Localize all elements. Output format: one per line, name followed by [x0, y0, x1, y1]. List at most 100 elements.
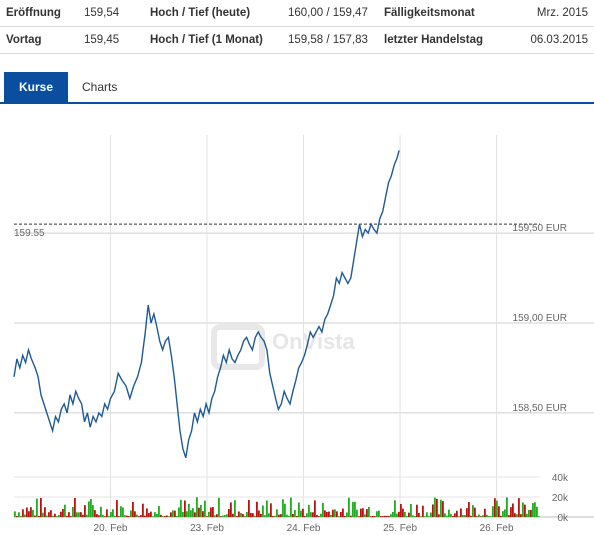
volume-bar	[196, 497, 198, 517]
volume-bar	[230, 502, 232, 517]
volume-bar	[430, 512, 432, 517]
volume-bar	[158, 505, 160, 517]
volume-bar	[82, 514, 84, 517]
volume-bar	[482, 515, 484, 517]
tab-kurse[interactable]: Kurse	[4, 72, 68, 102]
volume-bar	[440, 499, 442, 517]
volume-bar	[518, 498, 520, 517]
volume-bar	[240, 512, 242, 517]
volume-bar	[118, 516, 120, 517]
volume-bar	[520, 514, 522, 517]
volume-bar	[362, 508, 364, 517]
volume-bar	[56, 516, 58, 517]
volume-bar	[274, 515, 276, 517]
volume-bar	[122, 507, 124, 517]
volume-bar	[500, 515, 502, 517]
volume-bar	[30, 507, 32, 517]
volume-bar	[132, 501, 134, 517]
y-tick-label: 158,50 EUR	[513, 403, 567, 414]
volume-bar	[342, 508, 344, 517]
stat-label: Eröffnung	[0, 0, 78, 27]
volume-bar	[18, 512, 20, 517]
volume-bar	[448, 509, 450, 517]
stat-value: 159,45	[78, 26, 144, 54]
volume-bar	[332, 509, 334, 517]
volume-bar	[494, 498, 496, 517]
y-axis-labels: 159,50 EUR 159,00 EUR 158,50 EUR	[513, 223, 567, 414]
volume-bar	[74, 497, 76, 517]
volume-bar	[326, 511, 328, 517]
volume-bar	[418, 513, 420, 517]
x-tick-label: 24. Feb	[287, 523, 321, 534]
volume-bar	[300, 510, 302, 517]
volume-bar	[334, 509, 336, 517]
volume-bar	[228, 509, 230, 517]
volume-bar	[110, 512, 112, 517]
volume-bar	[174, 510, 176, 517]
volume-bar	[444, 513, 446, 517]
volume-bar	[224, 515, 226, 517]
volume-bar	[322, 502, 324, 517]
volume-bar	[100, 506, 102, 517]
volume-bar	[328, 511, 330, 517]
chart-grid	[14, 135, 594, 518]
volume-bar	[304, 516, 306, 517]
volume-bar	[450, 513, 452, 517]
volume-bar	[16, 515, 18, 517]
volume-bar	[414, 515, 416, 517]
volume-bar	[530, 509, 532, 517]
volume-bar	[468, 502, 470, 517]
volume-bar	[140, 515, 142, 517]
volume-bar	[148, 512, 150, 517]
volume-bar	[352, 502, 354, 517]
stat-label: Hoch / Tief (heute)	[144, 0, 282, 27]
volume-bar	[54, 513, 56, 517]
volume-bar	[420, 516, 422, 517]
volume-bar	[250, 512, 252, 517]
volume-bar	[288, 515, 290, 517]
volume-bar	[232, 513, 234, 517]
volume-bar	[36, 498, 38, 517]
volume-bar	[128, 516, 130, 517]
volume-bar	[392, 511, 394, 517]
volume-bar	[284, 503, 286, 517]
volume-bar	[88, 501, 90, 517]
x-axis-labels: 20. Feb 23. Feb 24. Feb 25. Feb 26. Feb	[94, 523, 514, 534]
volume-bar	[180, 499, 182, 517]
tab-charts[interactable]: Charts	[82, 80, 118, 94]
volume-bar	[272, 516, 274, 517]
volume-bar	[212, 507, 214, 517]
volume-bar	[50, 510, 52, 517]
volume-bar	[478, 514, 480, 517]
volume-bar	[134, 511, 136, 517]
volume-bar	[216, 514, 218, 517]
volume-bar	[336, 511, 338, 517]
volume-bar	[514, 513, 516, 517]
volume-bar	[376, 511, 378, 517]
volume-bar	[98, 515, 100, 517]
volume-bar	[424, 516, 426, 517]
volume-bar	[344, 516, 346, 517]
volume-bar	[256, 501, 258, 517]
volume-bar	[142, 503, 144, 517]
volume-bar	[144, 515, 146, 517]
volume-bar	[466, 508, 468, 517]
onvista-watermark: OnVista	[211, 324, 356, 370]
volume-bar	[372, 515, 374, 517]
volume-bar	[138, 516, 140, 517]
volume-bar	[46, 515, 48, 517]
volume-bar	[438, 514, 440, 517]
volume-bar	[194, 512, 196, 517]
volume-bar	[534, 502, 536, 517]
volume-bar	[170, 512, 172, 517]
volume-bar	[92, 505, 94, 517]
volume-bar	[70, 516, 72, 517]
volume-bar	[182, 511, 184, 517]
volume-bar	[156, 513, 158, 517]
volume-bar	[294, 510, 296, 517]
x-tick-label: 25. Feb	[383, 523, 417, 534]
stat-label: Fälligkeitsmonat	[378, 0, 502, 27]
stat-label: letzter Handelstag	[378, 26, 502, 54]
volume-bar	[434, 497, 436, 517]
volume-bar	[314, 500, 316, 517]
